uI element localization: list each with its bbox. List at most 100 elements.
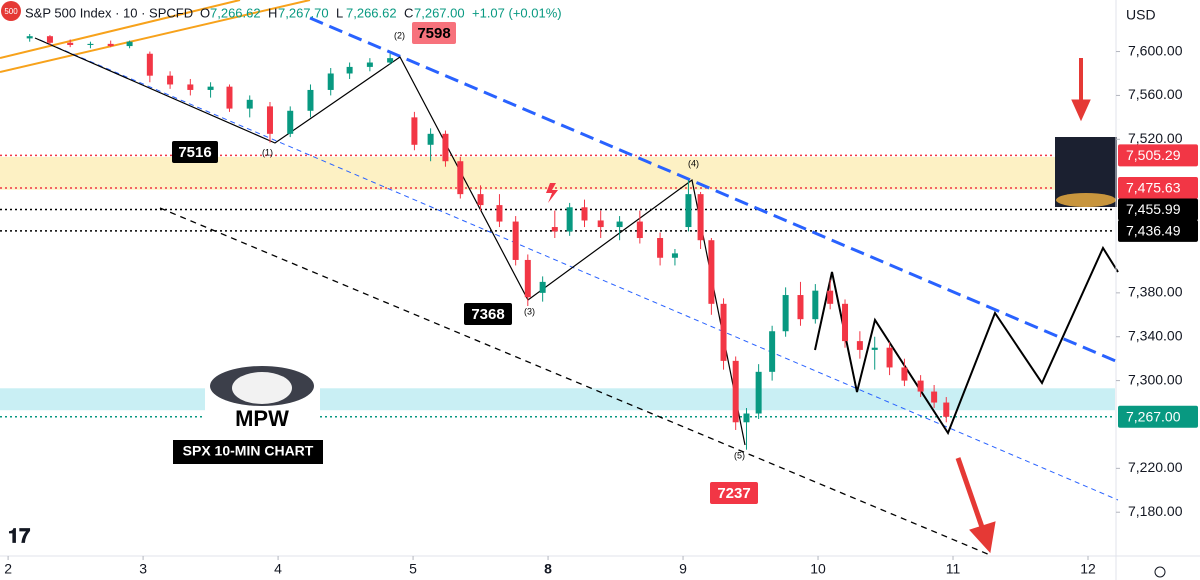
annotation-box [172, 141, 218, 163]
trend-line [159, 207, 991, 556]
wave-label: (5) [734, 450, 745, 460]
candle-body [346, 66, 353, 74]
x-tick-label: 2 [4, 561, 12, 577]
annotation: 7368 [471, 306, 504, 323]
candle-body [566, 207, 573, 232]
candle-body [856, 341, 863, 350]
candle-body [755, 371, 762, 414]
candle-body [266, 106, 273, 134]
annotation-box [464, 303, 512, 325]
candle-body [697, 194, 704, 241]
readout-value: 7,267.70 [278, 5, 329, 20]
readout-key: C [404, 5, 413, 20]
wave-label: (2) [394, 30, 405, 40]
y-tick-label: 7,380.00 [1128, 284, 1183, 300]
candle-body [477, 194, 484, 206]
candle-body [931, 391, 938, 403]
candle-body [366, 62, 373, 67]
symbol-badge [1, 1, 21, 21]
y-tick-label: 7,180.00 [1128, 503, 1183, 519]
wave-label: (3) [524, 306, 535, 316]
trend-line [39, 39, 1119, 501]
readout-key: O [200, 5, 210, 20]
candle-body [107, 43, 114, 47]
candle-body [307, 89, 314, 111]
readout-key: H [268, 5, 277, 20]
chart-title: S&P 500 Index · 10 · SPCFD [25, 5, 193, 20]
trend-line [309, 16, 1119, 364]
annotation: 7598 [417, 25, 450, 42]
readout-value: 7,266.62 [210, 5, 261, 20]
trend-line [0, 0, 241, 59]
x-tick-label: 12 [1080, 561, 1096, 577]
settings-icon[interactable] [1154, 566, 1166, 578]
x-tick-label: 5 [409, 561, 417, 577]
candle-body [827, 290, 834, 304]
candle-body [207, 86, 214, 90]
readout-value: 7,267.00 [414, 5, 465, 20]
price-label: 7,436.49 [1126, 223, 1181, 239]
candle-body [457, 161, 464, 195]
x-tick-label: 9 [679, 561, 687, 577]
price-label: 7,267.00 [1126, 409, 1181, 425]
candle-body [496, 205, 503, 222]
candle-body [581, 207, 588, 221]
price-label-box [1118, 219, 1198, 242]
wave-label: (4) [688, 158, 699, 168]
candle-body [743, 413, 750, 423]
wave-line [34, 37, 746, 446]
candle-body [812, 290, 819, 320]
candle-body [616, 221, 623, 228]
candle-body [287, 110, 294, 134]
y-tick-label: 7,220.00 [1128, 459, 1183, 475]
annotation: 7237 [717, 485, 750, 502]
candle-body [685, 194, 692, 228]
currency: USD [1126, 7, 1156, 23]
candle-body [732, 360, 739, 423]
x-tick-label: 8 [544, 561, 552, 577]
annotation: 7516 [178, 144, 211, 161]
candle-body [917, 380, 924, 392]
x-tick-label: 3 [139, 561, 147, 577]
candle-body [46, 36, 53, 43]
candle-body [67, 42, 74, 45]
candle-body [442, 133, 449, 162]
readout-change: +1.07 (+0.01%) [472, 5, 562, 20]
event-icon [546, 183, 558, 203]
price-label-box [1118, 405, 1198, 428]
readout-value: 7,266.62 [346, 5, 397, 20]
candle-body [871, 347, 878, 350]
price-label: 7,455.99 [1126, 201, 1181, 217]
x-tick-label: 11 [946, 561, 961, 577]
candle-body [671, 253, 678, 258]
candle-body [246, 99, 253, 109]
candle-body [657, 238, 664, 258]
price-label: 7,475.63 [1126, 180, 1181, 196]
candle-body [636, 221, 643, 239]
x-tick-label: 10 [810, 561, 826, 577]
candle-body [387, 58, 394, 63]
price-label-box [1118, 198, 1198, 221]
zone [0, 156, 1115, 190]
thumbnail [1056, 193, 1116, 207]
brand-logo: 𝟏𝟕 [8, 525, 30, 547]
candle-body [87, 43, 94, 45]
arrow [955, 58, 1091, 554]
annotation-box [412, 22, 456, 44]
candle-body [411, 117, 418, 145]
y-tick-label: 7,560.00 [1128, 86, 1183, 102]
price-label-box [1118, 176, 1198, 199]
candle-body [187, 84, 194, 90]
candle-body [427, 133, 434, 145]
y-tick-label: 7,600.00 [1128, 42, 1183, 58]
projection-line [814, 245, 1119, 436]
candle-body [886, 347, 893, 368]
candle-body [327, 73, 334, 90]
price-label: 7,505.29 [1126, 147, 1181, 163]
candle-body [551, 227, 558, 232]
price-label-box [1118, 144, 1198, 167]
trend-line [0, 0, 311, 73]
logo-image [232, 372, 292, 404]
y-tick-label: 7,520.00 [1128, 130, 1183, 146]
